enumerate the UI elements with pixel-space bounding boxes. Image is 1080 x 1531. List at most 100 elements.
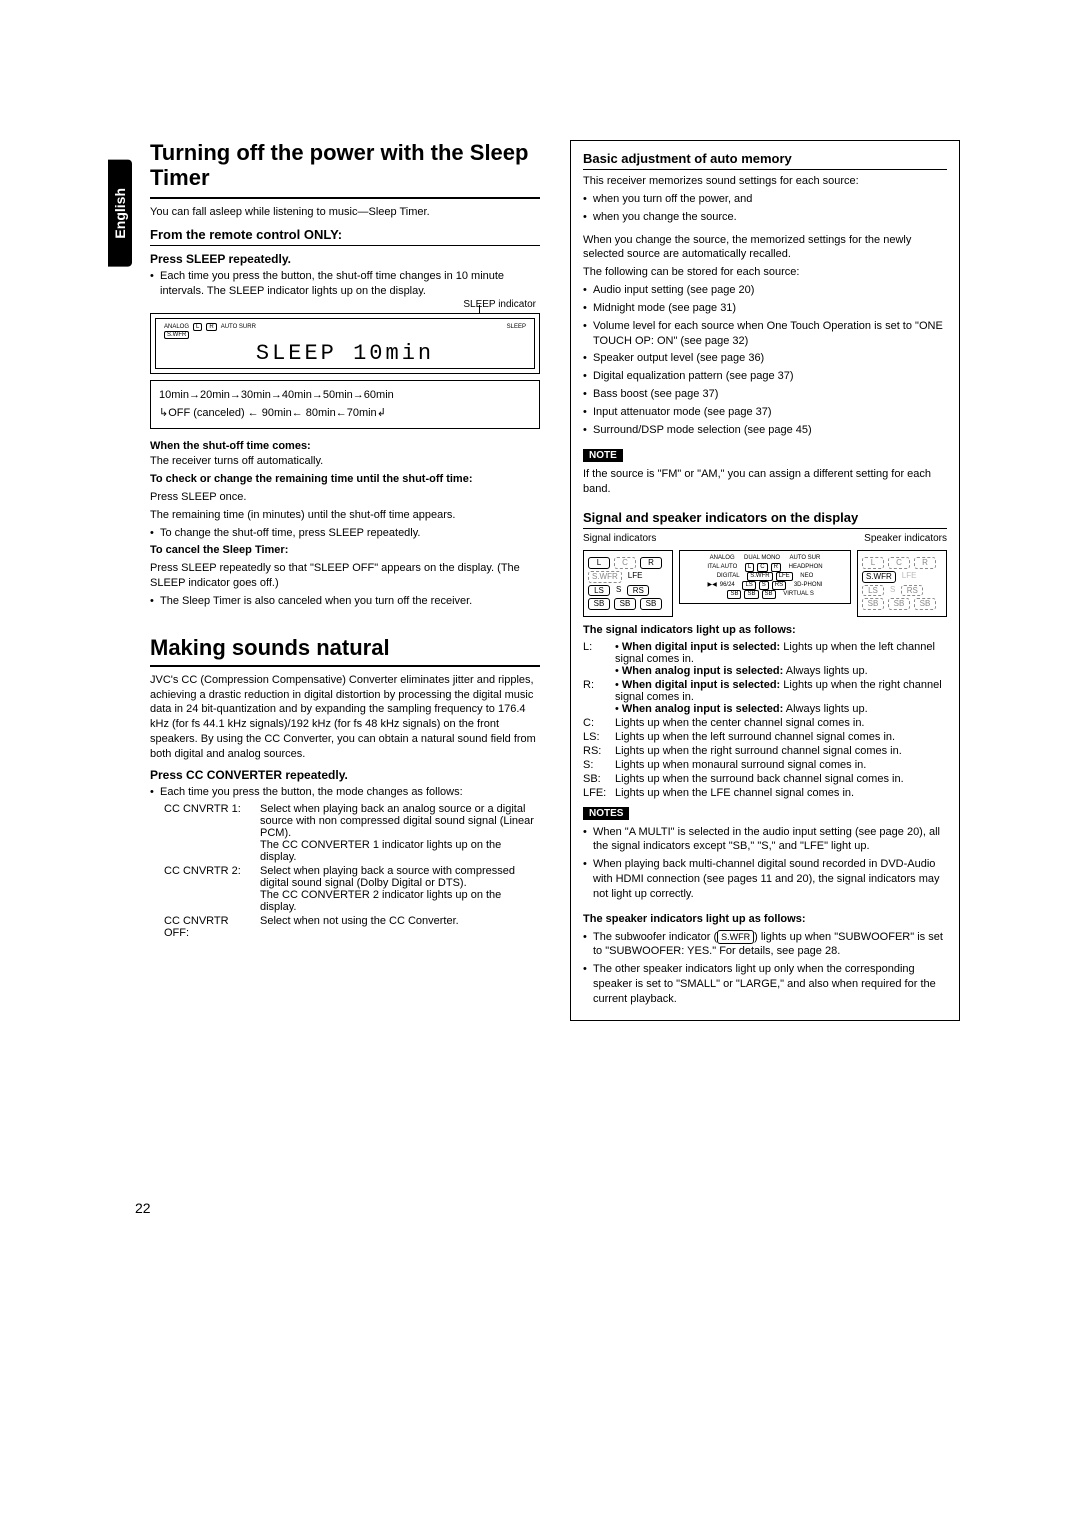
m-c: C: [757, 563, 767, 572]
t: When digital input is selected:: [622, 679, 780, 691]
list-item: Speaker output level (see page 36): [583, 351, 947, 366]
list-item: when you change the source.: [583, 210, 947, 225]
signal-panel-right: LCR S.WFRLFE LSSRS SBSBSB: [857, 550, 947, 616]
sig-l-k: L:: [583, 641, 611, 677]
sig-sb-k: SB:: [583, 773, 611, 785]
spk-lfe: LFE: [900, 571, 919, 583]
sig-c-k: C:: [583, 717, 611, 729]
cancel-list: The Sleep Timer is also canceled when yo…: [150, 594, 540, 609]
list-item: To change the shut-off time, press SLEEP…: [150, 526, 540, 541]
lcd-row2: S.WFR: [164, 331, 526, 339]
sleep-label: SLEEP: [507, 324, 526, 330]
sequence-line-1: 10min→20min→30min→40min→50min→60min: [159, 387, 531, 405]
t: When digital input is selected:: [622, 641, 780, 653]
m-rs: RS: [772, 581, 786, 590]
sig-r-v: • When digital input is selected: Lights…: [615, 679, 947, 715]
sig-s-k: S:: [583, 759, 611, 771]
signal-panel-left: LCR S.WFRLFE LSSRS SBSBSB: [583, 550, 673, 616]
list-item: Input attenuator mode (see page 37): [583, 405, 947, 420]
cancel-t: Press SLEEP repeatedly so that "SLEEP OF…: [150, 561, 540, 591]
spk-s: S: [888, 585, 897, 597]
list-item: Each time you press the button, the mode…: [150, 785, 540, 800]
check-change-t1: Press SLEEP once.: [150, 490, 540, 505]
speaker-indicators-label: Speaker indicators: [864, 533, 947, 544]
signal-panel-middle: ANALOG DUAL MONO AUTO SUR ITAL AUTO LCR …: [679, 550, 851, 604]
spk-swfr: S.WFR: [862, 571, 896, 583]
spk-l: L: [862, 557, 884, 569]
list-item: when you turn off the power, and: [583, 192, 947, 207]
swfr-box: S.WFR: [164, 331, 189, 339]
check-change-h: To check or change the remaining time un…: [150, 472, 540, 487]
speaker-list: The subwoofer indicator (S.WFR) lights u…: [583, 930, 947, 1007]
list-item: Midnight mode (see page 31): [583, 301, 947, 316]
spk-sb: SB: [888, 598, 910, 610]
cc2-key: CC CNVRTR 2:: [164, 865, 254, 913]
list-item: When "A MULTI" is selected in the audio …: [583, 825, 947, 855]
natural-paragraph: JVC's CC (Compression Compensative) Conv…: [150, 673, 540, 762]
check-change-list: To change the shut-off time, press SLEEP…: [150, 526, 540, 541]
ind-rs: RS: [627, 585, 649, 597]
store-list: Audio input setting (see page 20) Midnig…: [583, 283, 947, 438]
rule: [150, 665, 540, 667]
sig-s-v: Lights up when monaural surround signal …: [615, 759, 947, 771]
t: Always lights up.: [783, 665, 867, 677]
sig-ls-v: Lights up when the left surround channel…: [615, 731, 947, 743]
auto-surr-label: AUTO SURR: [221, 324, 256, 330]
language-tab: English: [108, 160, 132, 267]
list-item: When playing back multi-channel digital …: [583, 857, 947, 902]
basic-adjustment-heading: Basic adjustment of auto memory: [583, 151, 947, 166]
l-box: L: [193, 323, 202, 331]
sequence-line-2: ↳OFF (canceled) ← 90min← 80min←70min↲: [159, 405, 531, 423]
m-digital: DIGITAL: [717, 573, 740, 580]
list-item: The Sleep Timer is also canceled when yo…: [150, 594, 540, 609]
rule: [150, 245, 540, 246]
sig-lfe-v: Lights up when the LFE channel signal co…: [615, 787, 947, 799]
ccoff-key: CC CNVRTR OFF:: [164, 915, 254, 939]
cc2-val: Select when playing back a source with c…: [260, 865, 540, 913]
m-italauto: ITAL AUTO: [707, 564, 737, 571]
sleep-sequence-box: 10min→20min→30min→40min→50min→60min ↳OFF…: [150, 380, 540, 429]
list-item: The other speaker indicators light up on…: [583, 962, 947, 1007]
sleep-intro: You can fall asleep while listening to m…: [150, 205, 540, 220]
right-column: Basic adjustment of auto memory This rec…: [570, 140, 960, 1021]
cc1-key: CC CNVRTR 1:: [164, 803, 254, 863]
spk-sb: SB: [914, 598, 936, 610]
m-ls: LS: [742, 581, 755, 590]
sig-rs-v: Lights up when the right surround channe…: [615, 745, 947, 757]
lcd-box: ANALOG L R AUTO SURR SLEEP S.WFR SLEEP 1…: [150, 313, 540, 374]
t: The subwoofer indicator (: [593, 931, 717, 943]
signal-speaker-heading: Signal and speaker indicators on the dis…: [583, 510, 947, 525]
notes-tag: NOTES: [583, 807, 629, 820]
right-column-box: Basic adjustment of auto memory This rec…: [570, 140, 960, 1021]
m-analog: ANALOG: [710, 555, 735, 562]
basic-list-1: when you turn off the power, and when yo…: [583, 192, 947, 225]
left-column: Turning off the power with the Sleep Tim…: [120, 140, 540, 1021]
cc1-val: Select when playing back an analog sourc…: [260, 803, 540, 863]
r-box: R: [206, 323, 216, 331]
m-swfr: S.WFR: [747, 572, 772, 581]
lcd-inner: ANALOG L R AUTO SURR SLEEP S.WFR SLEEP 1…: [155, 318, 535, 369]
cc-modes-table: CC CNVRTR 1: Select when playing back an…: [164, 803, 540, 939]
m-headphon: HEADPHON: [789, 564, 823, 571]
ind-lfe: LFE: [626, 571, 645, 583]
m-3dphoni: 3D-PHONI: [794, 582, 823, 589]
m-l: L: [745, 563, 754, 572]
speaker-follows-heading: The speaker indicators light up as follo…: [583, 912, 947, 927]
press-cc-list: Each time you press the button, the mode…: [150, 785, 540, 800]
making-sounds-heading: Making sounds natural: [150, 635, 540, 661]
t: When analog input is selected:: [622, 703, 783, 715]
note-tag: NOTE: [583, 449, 623, 462]
spk-r: R: [914, 557, 936, 569]
swfr-inline-box: S.WFR: [717, 930, 754, 944]
ind-r: R: [640, 557, 662, 569]
t: Always lights up.: [783, 703, 867, 715]
ind-c: C: [614, 557, 636, 569]
seq2-text: OFF (canceled) ← 90min← 80min←70min: [168, 407, 376, 419]
m-sb: SB: [727, 590, 741, 599]
ind-swfr: S.WFR: [588, 571, 622, 583]
m-autosur: AUTO SUR: [789, 555, 820, 562]
indicator-mark: [479, 305, 480, 313]
sig-l-v: • When digital input is selected: Lights…: [615, 641, 947, 677]
ind-sb: SB: [614, 598, 636, 610]
ind-s: S: [614, 585, 623, 597]
